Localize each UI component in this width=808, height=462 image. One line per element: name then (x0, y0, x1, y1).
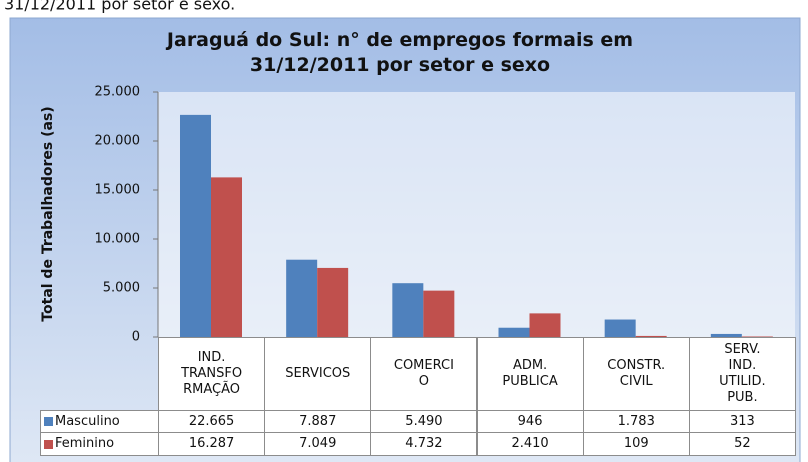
category-label: SERV. IND. UTILID. PUB. (688, 337, 796, 411)
data-label: 5.490 (370, 410, 478, 433)
category-label: ADM. PUBLICA (476, 337, 584, 411)
legend-key (44, 439, 53, 449)
data-label: 7.887 (264, 410, 372, 433)
category-label: COMERCI O (370, 337, 478, 411)
y-tick-label: 0 (132, 330, 140, 345)
bar (604, 319, 636, 337)
legend-label: Feminino (55, 436, 115, 451)
data-label: 946 (476, 410, 584, 433)
legend-key (44, 417, 53, 426)
data-label: 313 (688, 410, 796, 433)
bar (286, 259, 318, 337)
y-tick-label: 5.000 (103, 281, 140, 296)
bar (392, 283, 424, 337)
bar (635, 335, 667, 337)
legend-cell: Feminino (40, 432, 159, 456)
y-tick-label: 20.000 (95, 134, 141, 149)
caption: 31/12/2011 por setor e sexo. (4, 0, 235, 14)
data-label: 16.287 (158, 432, 266, 456)
data-label: 52 (688, 432, 796, 456)
category-label: SERVICOS (264, 337, 372, 411)
bar (423, 290, 455, 337)
y-axis-label: Total de Trabalhadores (as) (40, 106, 56, 321)
bar (741, 336, 773, 337)
category-label: CONSTR. CIVIL (582, 337, 690, 411)
bar (317, 267, 349, 337)
bar (180, 114, 211, 338)
data-label: 4.732 (370, 432, 478, 456)
bar (211, 177, 242, 337)
legend-cell: Masculino (40, 410, 159, 433)
bar (529, 313, 561, 337)
category-label: IND. TRANSFO RMAÇÃO (158, 337, 266, 411)
data-label: 22.665 (158, 410, 266, 433)
data-label: 2.410 (476, 432, 584, 456)
bar (498, 327, 530, 337)
data-label: 1.783 (582, 410, 690, 433)
y-tick-label: 25.000 (95, 85, 141, 100)
chart-title: Jaraguá do Sul: n° de empregos formais e… (165, 29, 633, 76)
data-label: 7.049 (264, 432, 372, 456)
y-tick-label: 10.000 (95, 232, 141, 247)
plot-area (158, 92, 795, 337)
bar (710, 333, 742, 337)
data-label: 109 (582, 432, 690, 456)
y-tick-label: 15.000 (95, 183, 141, 198)
legend-label: Masculino (55, 413, 120, 429)
